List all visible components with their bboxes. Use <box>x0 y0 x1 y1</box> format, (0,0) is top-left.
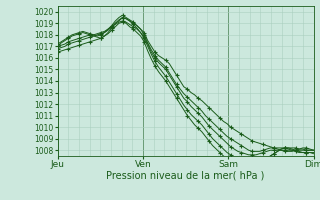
X-axis label: Pression niveau de la mer( hPa ): Pression niveau de la mer( hPa ) <box>107 171 265 181</box>
